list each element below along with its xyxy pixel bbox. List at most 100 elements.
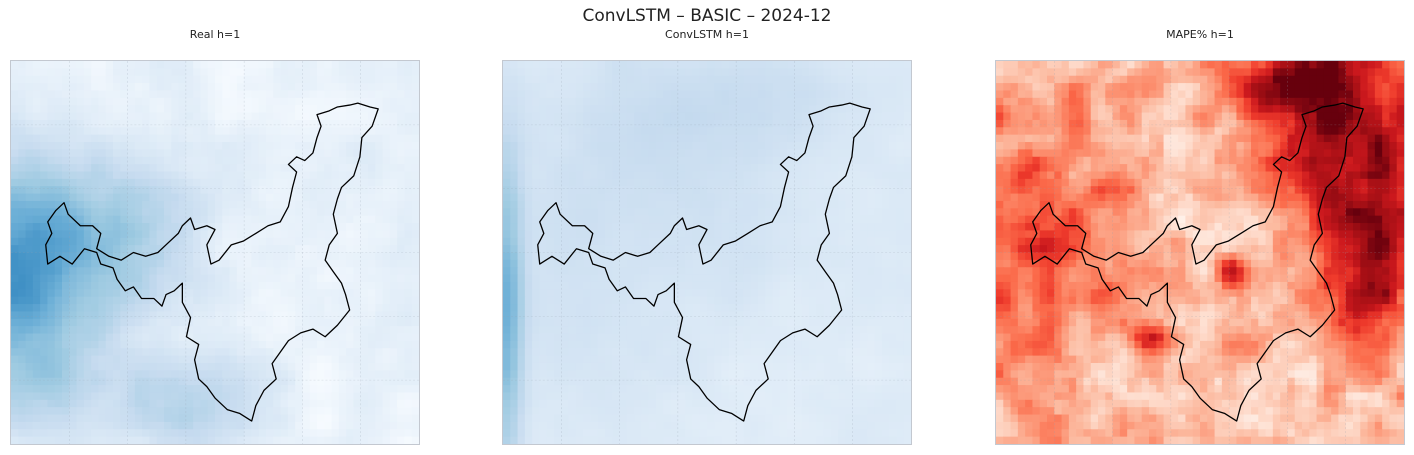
real-cell (382, 421, 391, 430)
real-cell (280, 215, 289, 224)
real-cell (266, 149, 274, 158)
convlstm-cell (590, 83, 599, 92)
real-cell (76, 156, 85, 165)
real-cell (113, 61, 121, 69)
convlstm-cell (874, 252, 883, 261)
real-cell (309, 296, 318, 305)
real-cell (156, 156, 165, 165)
convlstm-cell (750, 142, 759, 150)
convlstm-cell (707, 274, 715, 283)
convlstm-cell (517, 186, 526, 195)
convlstm-cell (510, 252, 519, 261)
real-cell (404, 245, 413, 254)
real-cell (164, 259, 172, 268)
real-cell (222, 215, 231, 224)
convlstm-cell (699, 171, 708, 180)
convlstm-cell (524, 105, 533, 114)
convlstm-cell (823, 75, 832, 84)
real-cell (142, 245, 151, 254)
real-cell (251, 318, 260, 327)
real-cell (266, 311, 274, 320)
convlstm-cell (881, 149, 890, 158)
real-cell (207, 237, 216, 246)
real-cell (360, 178, 369, 187)
real-cell (244, 245, 253, 254)
convlstm-cell (867, 75, 876, 84)
convlstm-cell (874, 112, 883, 121)
convlstm-cell (881, 127, 890, 136)
convlstm-cell (707, 178, 715, 187)
real-cell (185, 281, 194, 290)
convlstm-cell (619, 149, 628, 158)
real-cell (164, 392, 172, 401)
real-cell (287, 178, 296, 187)
real-cell (266, 112, 274, 121)
real-cell (251, 267, 260, 276)
real-cell (76, 436, 85, 444)
convlstm-cell (772, 171, 781, 180)
convlstm-cell (619, 318, 628, 327)
real-cell (389, 164, 398, 173)
real-cell (360, 318, 369, 327)
convlstm-cell (823, 267, 832, 276)
real-cell (171, 377, 180, 386)
real-cell (360, 245, 369, 254)
convlstm-cell (503, 75, 511, 84)
convlstm-cell (612, 127, 621, 136)
real-cell (178, 164, 187, 173)
real-cell (185, 156, 194, 165)
real-cell (149, 208, 158, 217)
convlstm-cell (816, 252, 825, 261)
real-cell (389, 333, 398, 342)
convlstm-cell (874, 200, 883, 209)
real-cell (164, 61, 172, 69)
real-cell (164, 340, 172, 349)
convlstm-cell (503, 90, 511, 99)
convlstm-cell (532, 186, 541, 195)
convlstm-cell (867, 105, 876, 114)
convlstm-cell (845, 274, 854, 283)
convlstm-cell (626, 90, 635, 99)
convlstm-cell (728, 289, 737, 298)
real-cell (360, 200, 369, 209)
real-cell (331, 83, 340, 92)
convlstm-cell (772, 230, 781, 239)
real-cell (98, 112, 107, 121)
convlstm-cell (889, 318, 898, 327)
real-cell (251, 245, 260, 254)
real-cell (25, 119, 34, 128)
convlstm-cell (634, 215, 643, 224)
convlstm-cell (721, 245, 730, 254)
convlstm-cell (809, 252, 817, 261)
convlstm-cell (874, 97, 883, 106)
real-cell (411, 340, 419, 349)
real-cell (32, 377, 41, 386)
real-cell (229, 142, 238, 150)
convlstm-cell (597, 68, 606, 77)
convlstm-cell (816, 311, 825, 320)
real-cell (142, 68, 151, 77)
real-cell (389, 377, 398, 386)
real-cell (273, 112, 282, 121)
real-cell (287, 112, 296, 121)
real-cell (149, 377, 158, 386)
real-cell (171, 311, 180, 320)
real-cell (113, 267, 121, 276)
convlstm-cell (634, 164, 643, 173)
real-cell (353, 200, 362, 209)
real-cell (404, 83, 413, 92)
convlstm-cell (794, 68, 803, 77)
real-cell (47, 134, 56, 143)
real-cell (91, 90, 100, 99)
real-cell (287, 392, 296, 401)
convlstm-cell (510, 304, 519, 313)
real-cell (368, 223, 376, 231)
convlstm-cell (685, 97, 694, 106)
real-cell (346, 414, 355, 423)
real-cell (91, 407, 100, 416)
real-cell (32, 326, 41, 335)
convlstm-cell (874, 83, 883, 92)
real-cell (273, 97, 282, 106)
real-cell (98, 259, 107, 268)
real-cell (368, 436, 376, 444)
